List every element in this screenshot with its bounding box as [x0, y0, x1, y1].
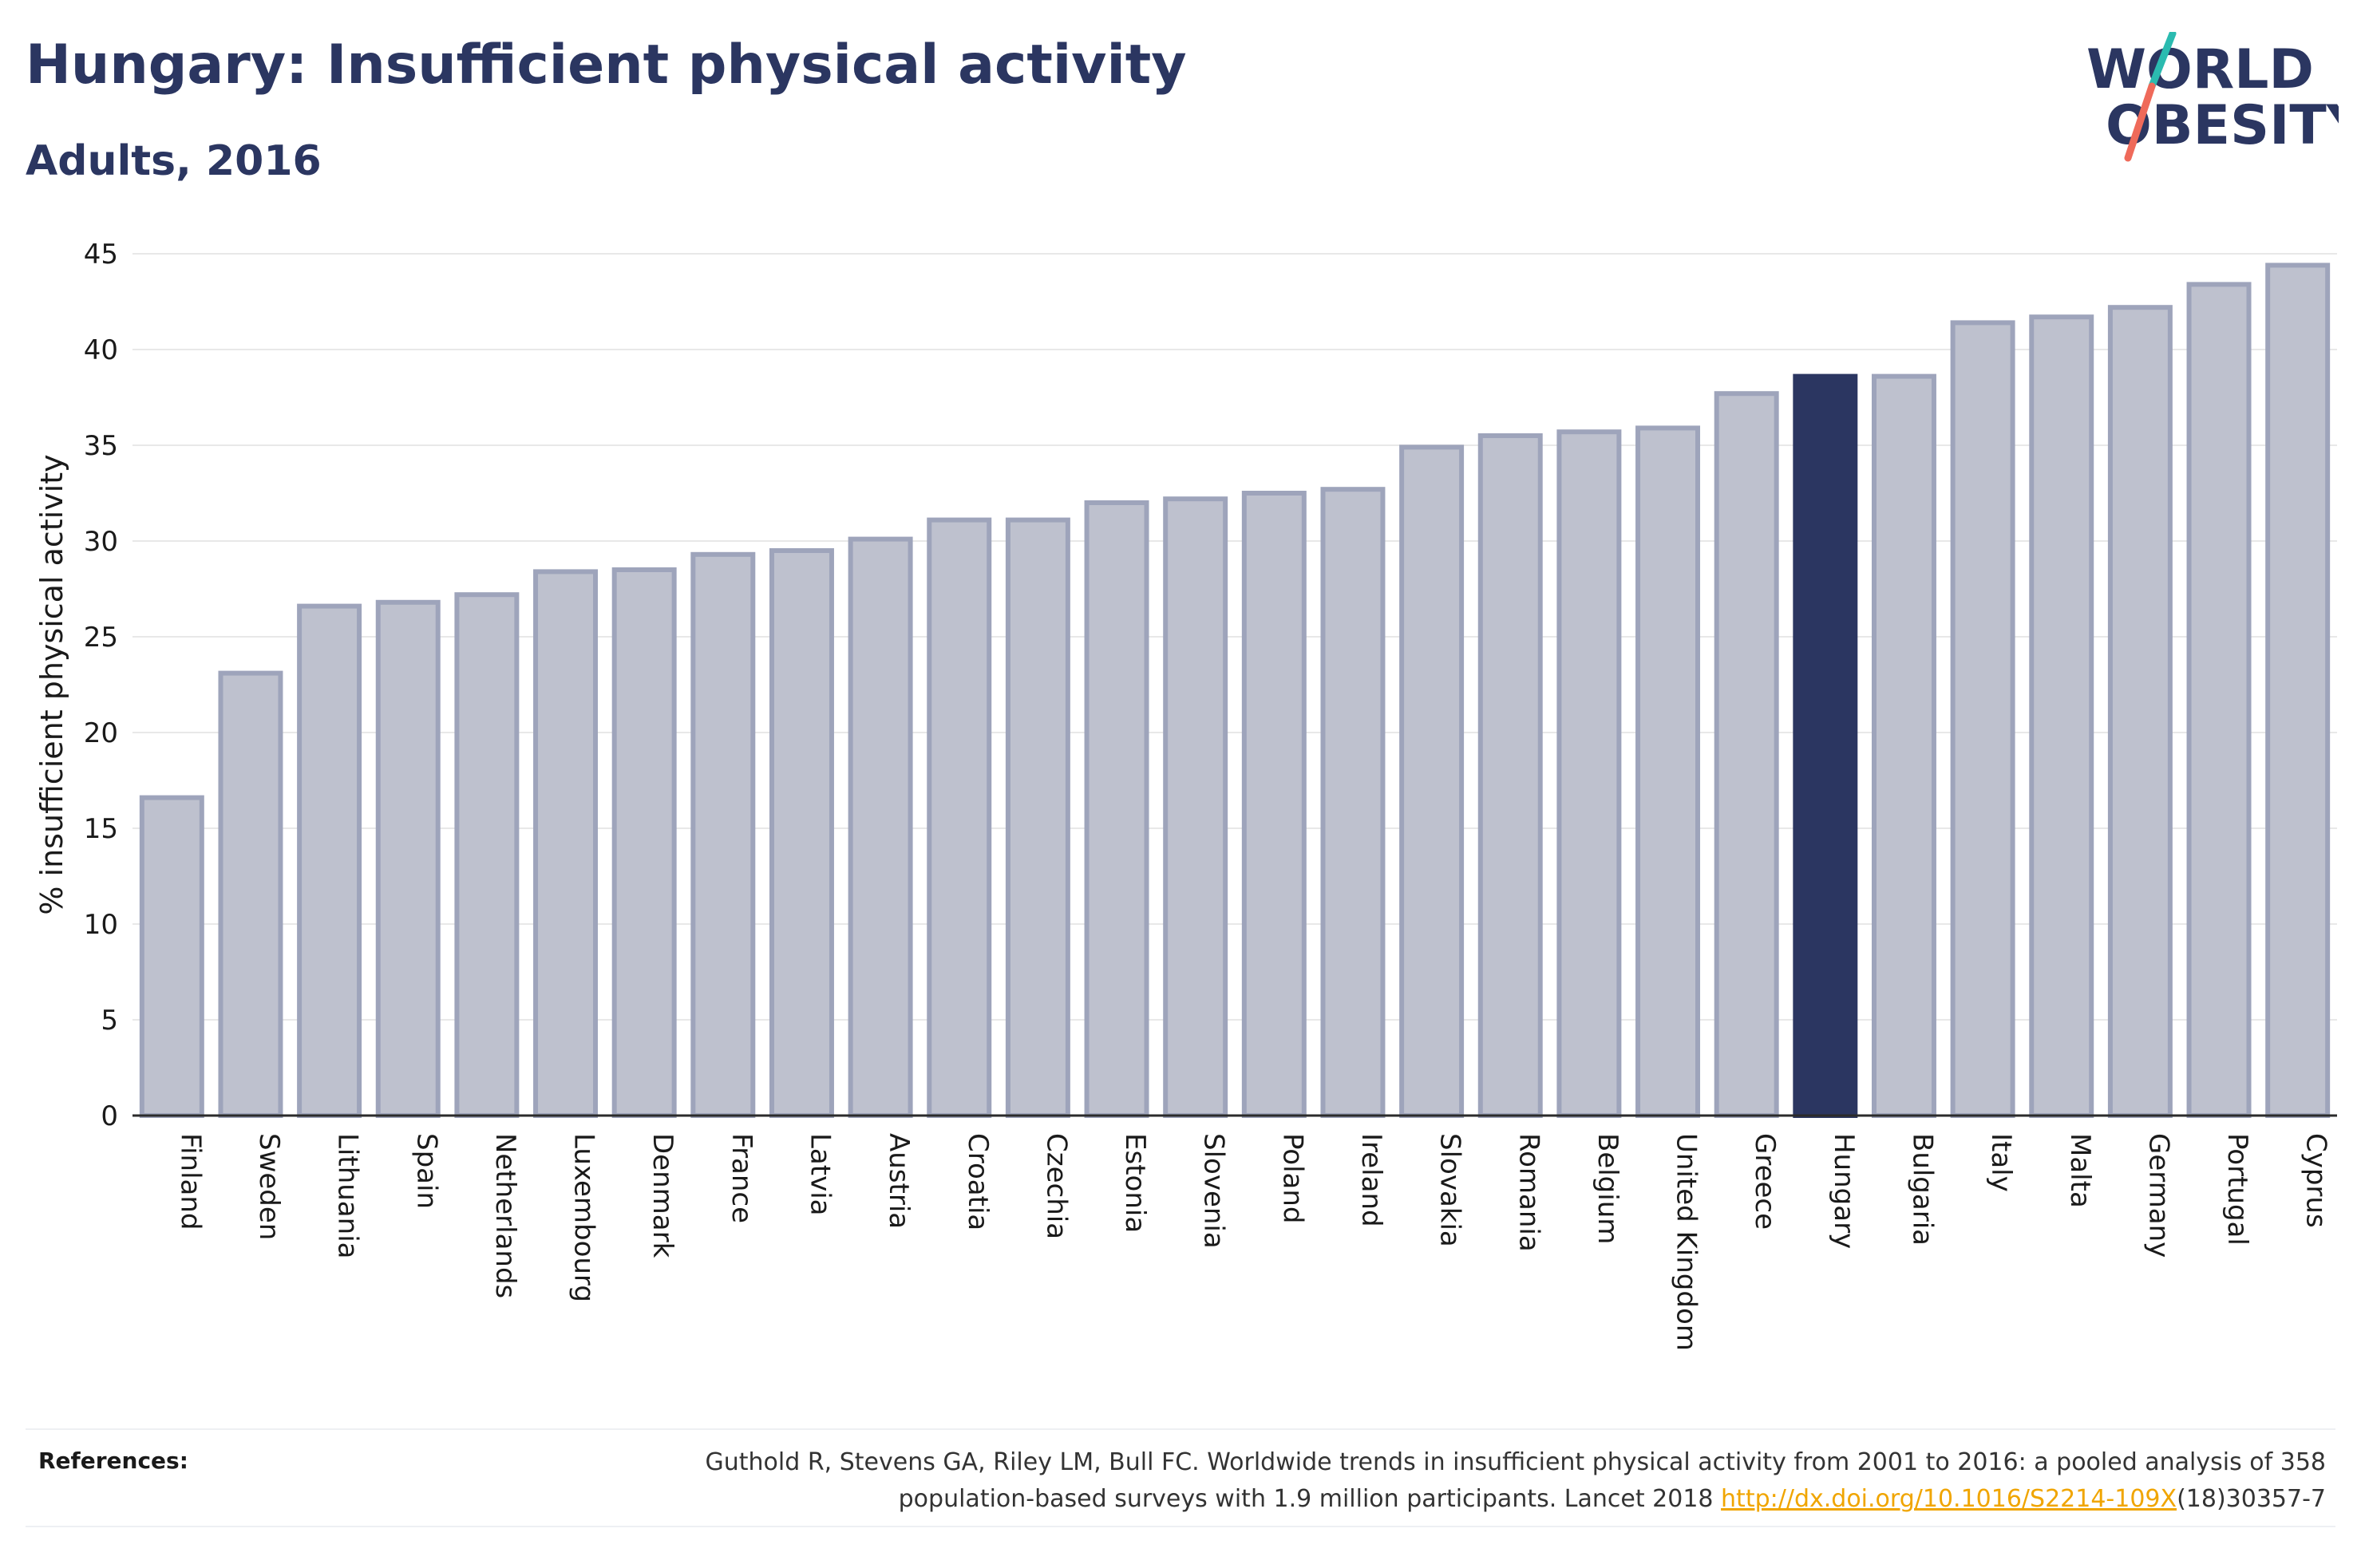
y-axis-label: % insufficient physical activity [34, 454, 69, 914]
y-tick-label: 10 [84, 909, 118, 941]
chart-subtitle: Adults, 2016 [26, 137, 322, 185]
y-tick-label: 35 [84, 430, 118, 462]
x-tick-label: Finland [174, 1133, 206, 1230]
y-tick-label: 30 [84, 526, 118, 558]
x-tick-label: France [726, 1133, 757, 1223]
references-citation: Guthold R, Stevens GA, Riley LM, Bull FC… [705, 1448, 2326, 1513]
x-tick-label: Slovenia [1198, 1133, 1230, 1249]
x-tick-label: Croatia [962, 1133, 994, 1230]
x-tick-label: Hungary [1828, 1133, 1860, 1249]
x-tick-label: Cyprus [2300, 1133, 2332, 1228]
logo-line-world: WORLD [2086, 38, 2314, 101]
x-tick-label: Latvia [804, 1133, 836, 1216]
x-tick-label: Lithuania [332, 1133, 364, 1258]
x-tick-label: Netherlands [489, 1133, 521, 1298]
x-tick-label: Romania [1513, 1133, 1544, 1252]
x-tick-label: Denmark [647, 1133, 678, 1258]
x-tick-label: Ireland [1355, 1133, 1387, 1227]
x-tick-label: Malta [2064, 1133, 2096, 1208]
bar [533, 569, 599, 1118]
divider-bottom [26, 1526, 2335, 1527]
bar [375, 599, 441, 1118]
x-tick-label: Bulgaria [1906, 1133, 1938, 1246]
x-tick-label: Portugal [2221, 1133, 2253, 1246]
bar [611, 567, 677, 1118]
x-tick-label: Austria [883, 1133, 915, 1229]
chart-title: Hungary: Insufficient physical activity [26, 34, 1187, 97]
bar [218, 670, 283, 1118]
bar [2107, 305, 2173, 1118]
bar [1635, 425, 1701, 1118]
x-tick-label: Spain [410, 1133, 442, 1209]
x-tick-label: Slovakia [1434, 1133, 1466, 1247]
y-tick-label: 0 [101, 1100, 118, 1132]
x-tick-label: Germany [2142, 1133, 2174, 1258]
y-tick-label: 20 [84, 717, 118, 749]
y-tick-label: 25 [84, 622, 118, 654]
divider-top [26, 1428, 2335, 1430]
x-tick-label: Luxembourg [568, 1133, 600, 1302]
world-obesity-logo: WORLD OBESITY [2086, 32, 2339, 162]
bar [454, 592, 520, 1118]
x-tick-label: Poland [1276, 1133, 1308, 1224]
x-tick-label: Estonia [1119, 1133, 1151, 1233]
bar [2029, 314, 2094, 1118]
bar [1477, 433, 1543, 1118]
bar [1714, 391, 1779, 1118]
bar [1871, 373, 1936, 1119]
bar [927, 517, 992, 1118]
bar [297, 603, 362, 1118]
bar [1556, 429, 1622, 1118]
references-citation-suffix: (18)30357-7 [2177, 1485, 2326, 1513]
bar [1399, 444, 1465, 1118]
bar [1005, 517, 1070, 1118]
bar [1320, 487, 1386, 1118]
bar [769, 548, 834, 1118]
logo-slash-coral [2124, 82, 2156, 162]
bar [1950, 320, 2015, 1118]
bar [1163, 496, 1228, 1118]
x-tick-label: United Kingdom [1671, 1133, 1703, 1351]
bar [1793, 373, 1858, 1119]
y-tick-label: 5 [101, 1005, 118, 1037]
y-tick-label: 40 [84, 334, 118, 366]
logo-slash-teal [2148, 32, 2177, 90]
bar [2265, 263, 2331, 1118]
x-tick-label: Italy [1985, 1133, 2017, 1192]
bar [1241, 491, 1307, 1118]
x-tick-label: Belgium [1592, 1133, 1623, 1244]
bar [2186, 282, 2252, 1118]
bar-chart: 0 5 10 15 20 25 30 35 40 45 Finland Sweden Lithuania… [34, 239, 2337, 1351]
bar [690, 551, 756, 1118]
x-tick-label: Greece [1749, 1133, 1781, 1230]
y-tick-label: 15 [84, 813, 118, 845]
x-tick-label: Sweden [253, 1133, 285, 1240]
bar [1084, 500, 1149, 1118]
bar [848, 536, 913, 1118]
bar [139, 795, 204, 1118]
x-tick-label: Czechia [1040, 1133, 1072, 1239]
y-tick-label: 45 [84, 239, 118, 271]
references-doi-link[interactable]: http://dx.doi.org/10.1016/S2214-109X [1721, 1485, 2177, 1513]
references-text: Guthold R, Stevens GA, Riley LM, Bull FC… [570, 1444, 2326, 1518]
references-label: References: [38, 1448, 188, 1474]
